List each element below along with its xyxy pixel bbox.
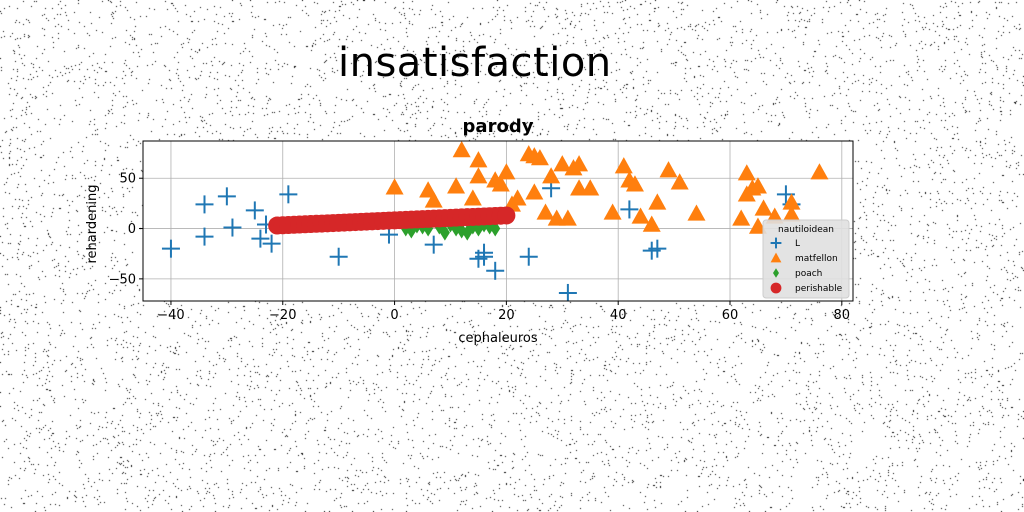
x-axis-label: cephaleuros bbox=[458, 331, 537, 346]
plot-frame bbox=[142, 140, 854, 302]
point-L bbox=[279, 185, 298, 204]
point-L bbox=[558, 283, 577, 301]
y-tick-label: 0 bbox=[128, 222, 136, 237]
point-L bbox=[620, 200, 639, 219]
data-series bbox=[161, 141, 829, 301]
point-matfellon bbox=[603, 203, 622, 220]
x-tick-label: −40 bbox=[157, 308, 184, 323]
legend-box bbox=[762, 219, 850, 299]
point-L bbox=[195, 195, 214, 214]
point-matfellon bbox=[631, 207, 650, 224]
point-matfellon bbox=[687, 204, 706, 221]
point-matfellon bbox=[659, 161, 678, 178]
legend-item-poach: poach bbox=[773, 268, 822, 279]
series-perishable bbox=[268, 206, 516, 235]
point-matfellon bbox=[525, 183, 544, 200]
point-matfellon bbox=[648, 193, 667, 210]
point-L bbox=[475, 247, 494, 266]
point-matfellon bbox=[732, 209, 751, 226]
point-matfellon bbox=[625, 175, 644, 192]
point-matfellon bbox=[642, 215, 661, 232]
x-tick-label: 40 bbox=[610, 308, 627, 323]
point-matfellon bbox=[570, 155, 589, 172]
point-matfellon bbox=[536, 203, 555, 220]
legend-label-poach: poach bbox=[795, 269, 822, 279]
point-L bbox=[245, 201, 264, 220]
point-L bbox=[424, 235, 443, 254]
point-matfellon bbox=[782, 193, 801, 210]
point-L bbox=[217, 187, 236, 206]
point-matfellon bbox=[385, 178, 404, 195]
point-matfellon bbox=[614, 157, 633, 174]
point-matfellon bbox=[530, 149, 549, 166]
point-matfellon bbox=[447, 177, 466, 194]
legend-item-L: L bbox=[770, 237, 800, 249]
point-matfellon bbox=[424, 191, 443, 208]
axis-ticks: −40 −20 0 20 40 60 80 −50 0 50 bbox=[109, 172, 851, 323]
x-tick-label: 80 bbox=[834, 308, 851, 323]
point-matfellon bbox=[748, 177, 767, 194]
point-L bbox=[223, 218, 242, 237]
point-matfellon bbox=[469, 167, 488, 184]
legend-item-perishable: perishable bbox=[770, 282, 843, 294]
point-matfellon bbox=[497, 163, 516, 180]
chart-title: parody bbox=[463, 116, 534, 137]
point-L bbox=[251, 229, 270, 248]
legend-label-L: L bbox=[795, 239, 800, 249]
point-matfellon bbox=[670, 173, 689, 190]
point-L bbox=[648, 239, 667, 258]
legend-title: nautiloidean bbox=[778, 225, 834, 235]
point-L bbox=[486, 261, 505, 280]
point-L bbox=[329, 247, 348, 266]
point-matfellon bbox=[452, 141, 471, 158]
legend-marker-perishable bbox=[770, 282, 782, 294]
figure-title: insatisfaction bbox=[338, 40, 612, 86]
point-L bbox=[161, 239, 180, 258]
point-L bbox=[262, 234, 281, 253]
x-tick-label: 0 bbox=[390, 308, 398, 323]
point-matfellon bbox=[754, 199, 773, 216]
point-matfellon bbox=[737, 164, 756, 181]
legend-marker-L bbox=[770, 237, 782, 249]
point-L bbox=[519, 247, 538, 266]
x-tick-label: 60 bbox=[722, 308, 739, 323]
point-matfellon bbox=[469, 151, 488, 168]
x-tick-label: 20 bbox=[498, 308, 515, 323]
legend-label-perishable: perishable bbox=[795, 284, 843, 294]
point-matfellon bbox=[553, 155, 572, 172]
legend-label-matfellon: matfellon bbox=[795, 254, 838, 264]
point-matfellon bbox=[542, 167, 561, 184]
point-matfellon bbox=[581, 179, 600, 196]
y-axis-label: rehardening bbox=[85, 185, 100, 264]
point-matfellon bbox=[463, 189, 482, 206]
point-matfellon bbox=[508, 189, 527, 206]
y-tick-label: 50 bbox=[119, 172, 136, 187]
point-matfellon bbox=[558, 209, 577, 226]
legend-marker-poach bbox=[773, 268, 779, 278]
series-matfellon bbox=[385, 141, 829, 234]
point-L bbox=[195, 227, 214, 246]
point-matfellon bbox=[782, 205, 801, 222]
y-tick-label: −50 bbox=[109, 272, 136, 287]
x-tick-label: −20 bbox=[269, 308, 296, 323]
legend-item-matfellon: matfellon bbox=[770, 252, 838, 264]
legend-marker-matfellon bbox=[770, 252, 782, 263]
point-matfellon bbox=[491, 175, 510, 192]
point-matfellon bbox=[748, 217, 767, 234]
point-perishable bbox=[497, 206, 516, 225]
point-matfellon bbox=[810, 163, 829, 180]
point-poach bbox=[439, 224, 450, 241]
